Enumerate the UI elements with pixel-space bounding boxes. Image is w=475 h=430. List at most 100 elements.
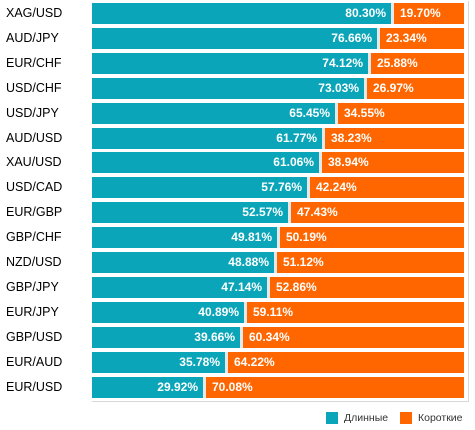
chart-frame-bottom [92,401,469,402]
long-bar [92,227,277,249]
short-bar [228,351,464,373]
long-bar [92,102,335,124]
pair-label: GBP/USD [6,329,63,344]
short-bar [206,376,464,398]
bar-row: 49.81% 50.19% [92,227,464,249]
short-bar [243,326,464,348]
short-bar [371,52,464,74]
bar-row: 80.30% 19.70% [92,3,464,24]
short-value-label: 50.19% [286,230,327,245]
long-bar [92,202,288,224]
pair-label: EUR/USD [6,379,63,394]
short-value-label: 70.08% [212,379,253,394]
short-value-label: 64.22% [234,354,275,369]
long-bar [92,127,322,149]
short-value-label: 38.94% [328,155,369,170]
pair-label: AUD/USD [6,130,63,145]
long-value-label: 73.03% [318,80,359,95]
bar-row: 65.45% 34.55% [92,102,464,124]
legend-label: Длинные [344,412,389,424]
short-bar [380,27,464,49]
short-value-label: 25.88% [377,55,418,70]
short-value-label: 52.86% [276,279,317,294]
short-bar [322,152,464,174]
bar-row: 40.89% 59.11% [92,301,464,323]
short-bar [277,252,464,273]
legend-swatch [400,412,412,424]
long-value-label: 52.57% [242,205,283,220]
pair-label: XAU/USD [6,155,62,170]
long-value-label: 29.92% [157,379,198,394]
bar-row: 39.66% 60.34% [92,326,464,348]
pair-label: XAG/USD [6,6,63,20]
legend-swatch [326,412,338,424]
short-bar [310,177,464,199]
short-bar [280,227,464,249]
long-value-label: 61.77% [276,130,317,145]
long-value-label: 47.14% [221,279,262,294]
long-value-label: 80.30% [345,6,386,20]
short-value-label: 23.34% [386,30,427,45]
bar-row: 29.92% 70.08% [92,376,464,398]
long-value-label: 65.45% [289,105,330,120]
short-bar [338,102,464,124]
long-bar [92,77,364,99]
pair-label: GBP/JPY [6,279,59,294]
long-bar [92,152,319,174]
pair-label: EUR/AUD [6,354,63,369]
short-value-label: 34.55% [344,105,385,120]
pair-label: AUD/JPY [6,30,59,45]
bar-row: 52.57% 47.43% [92,202,464,224]
long-bar [92,252,274,273]
short-value-label: 51.12% [283,255,324,269]
legend-label: Короткие [418,412,463,424]
pair-label: EUR/CHF [6,55,62,70]
long-bar [92,52,368,74]
bar-row: 48.88% 51.12% [92,252,464,273]
short-bar [291,202,464,224]
short-value-label: 42.24% [316,180,357,195]
short-value-label: 60.34% [249,329,290,344]
long-value-label: 35.78% [179,354,220,369]
pair-label: NZD/USD [6,255,62,269]
legend-long: Длинные [326,411,388,425]
short-value-label: 19.70% [400,6,441,20]
bar-row: 74.12% 25.88% [92,52,464,74]
pair-label: EUR/JPY [6,304,59,319]
bar-row: 57.76% 42.24% [92,177,464,199]
bar-row: 35.78% 64.22% [92,351,464,373]
pair-label: EUR/GBP [6,205,63,220]
pair-label: USD/CHF [6,80,62,95]
long-value-label: 40.89% [198,304,239,319]
long-value-label: 57.76% [261,180,302,195]
short-value-label: 38.23% [331,130,372,145]
long-value-label: 74.12% [322,55,363,70]
bar-row: 47.14% 52.86% [92,276,464,298]
long-value-label: 61.06% [273,155,314,170]
short-bar [247,301,464,323]
short-bar [367,77,464,99]
long-bar [92,276,267,298]
long-bar [92,177,307,199]
long-value-label: 48.88% [228,255,269,269]
short-bar [325,127,464,149]
long-bar [92,326,240,348]
short-bar [270,276,464,298]
short-bar [394,3,464,24]
pair-label: USD/JPY [6,105,59,120]
bar-row: 61.06% 38.94% [92,152,464,174]
pair-label: USD/CAD [6,180,63,195]
long-value-label: 49.81% [231,230,272,245]
bar-row: 61.77% 38.23% [92,127,464,149]
short-value-label: 47.43% [297,205,338,220]
long-bar [92,27,377,49]
short-value-label: 59.11% [253,304,294,319]
pair-label: GBP/CHF [6,230,62,245]
long-bar [92,3,391,24]
short-value-label: 26.97% [373,80,414,95]
chart-frame-right [468,1,469,401]
bar-row: 73.03% 26.97% [92,77,464,99]
long-value-label: 39.66% [194,329,235,344]
long-bar [92,301,244,323]
